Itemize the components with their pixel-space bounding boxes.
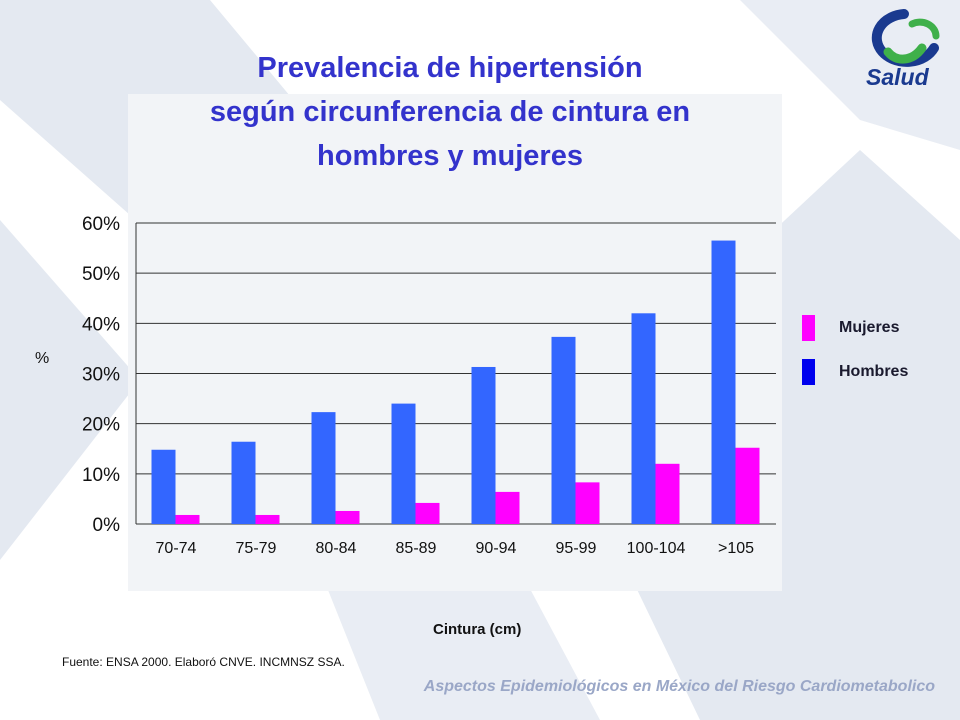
legend-swatch-hombres xyxy=(802,359,815,385)
bar-mujeres xyxy=(575,482,600,524)
bar-hombres xyxy=(151,449,176,524)
bar-hombres xyxy=(231,441,256,524)
bars xyxy=(151,240,760,524)
chart-title-line-2: según circunferencia de cintura en xyxy=(209,96,691,128)
y-tick-label: 10% xyxy=(82,465,120,486)
bar-mujeres xyxy=(175,514,200,524)
y-tick-label: 60% xyxy=(82,214,120,235)
x-tick-label: 90-94 xyxy=(476,540,517,557)
y-tick-label: 30% xyxy=(82,365,120,386)
chart-title-line-1: Prevalencia de hipertensión xyxy=(257,52,643,84)
legend-label-mujeres: Mujeres xyxy=(839,319,900,336)
bar-mujeres xyxy=(255,514,280,524)
source-note: Fuente: ENSA 2000. Elaboró CNVE. INCMNSZ… xyxy=(62,655,345,669)
bar-mujeres xyxy=(655,463,680,524)
y-tick-label: 20% xyxy=(82,415,120,436)
bar-hombres xyxy=(711,240,736,524)
bar-hombres xyxy=(471,366,496,524)
y-tick-label: 40% xyxy=(82,314,120,335)
x-tick-label: 70-74 xyxy=(156,540,197,557)
y-axis-label: % xyxy=(35,350,50,367)
legend-label-hombres: Hombres xyxy=(839,363,909,380)
x-tick-label: >105 xyxy=(718,540,754,557)
bar-mujeres xyxy=(495,491,520,524)
tick-labels: 0% 10% 20% 30% 40% 50% 60% 70-74 75-79 80-84 85-89… xyxy=(82,214,754,557)
legend-item-mujeres: Mujeres xyxy=(802,315,899,341)
bar-hombres xyxy=(391,403,416,524)
y-tick-label: 50% xyxy=(82,264,120,285)
x-axis-label: Cintura (cm) xyxy=(433,621,522,638)
salud-logo-icon xyxy=(871,9,940,67)
logo-text: Salud xyxy=(866,64,929,90)
bar-mujeres xyxy=(735,447,760,524)
legend-swatch-mujeres xyxy=(802,315,815,341)
chart-title-line-3: hombres y mujeres xyxy=(317,140,583,172)
x-tick-label: 100-104 xyxy=(627,540,686,557)
bar-hombres xyxy=(551,336,576,524)
y-tick-label: 0% xyxy=(93,515,121,536)
x-tick-label: 85-89 xyxy=(396,540,437,557)
bar-mujeres xyxy=(335,510,360,524)
bar-hombres xyxy=(311,412,336,524)
footer-text: Aspectos Epidemiológicos en México del R… xyxy=(423,678,935,695)
x-tick-label: 80-84 xyxy=(316,540,357,557)
bar-hombres xyxy=(631,313,656,524)
legend-item-hombres: Hombres xyxy=(802,359,908,385)
x-tick-label: 95-99 xyxy=(556,540,597,557)
bar-mujeres xyxy=(415,502,440,524)
x-tick-label: 75-79 xyxy=(236,540,277,557)
